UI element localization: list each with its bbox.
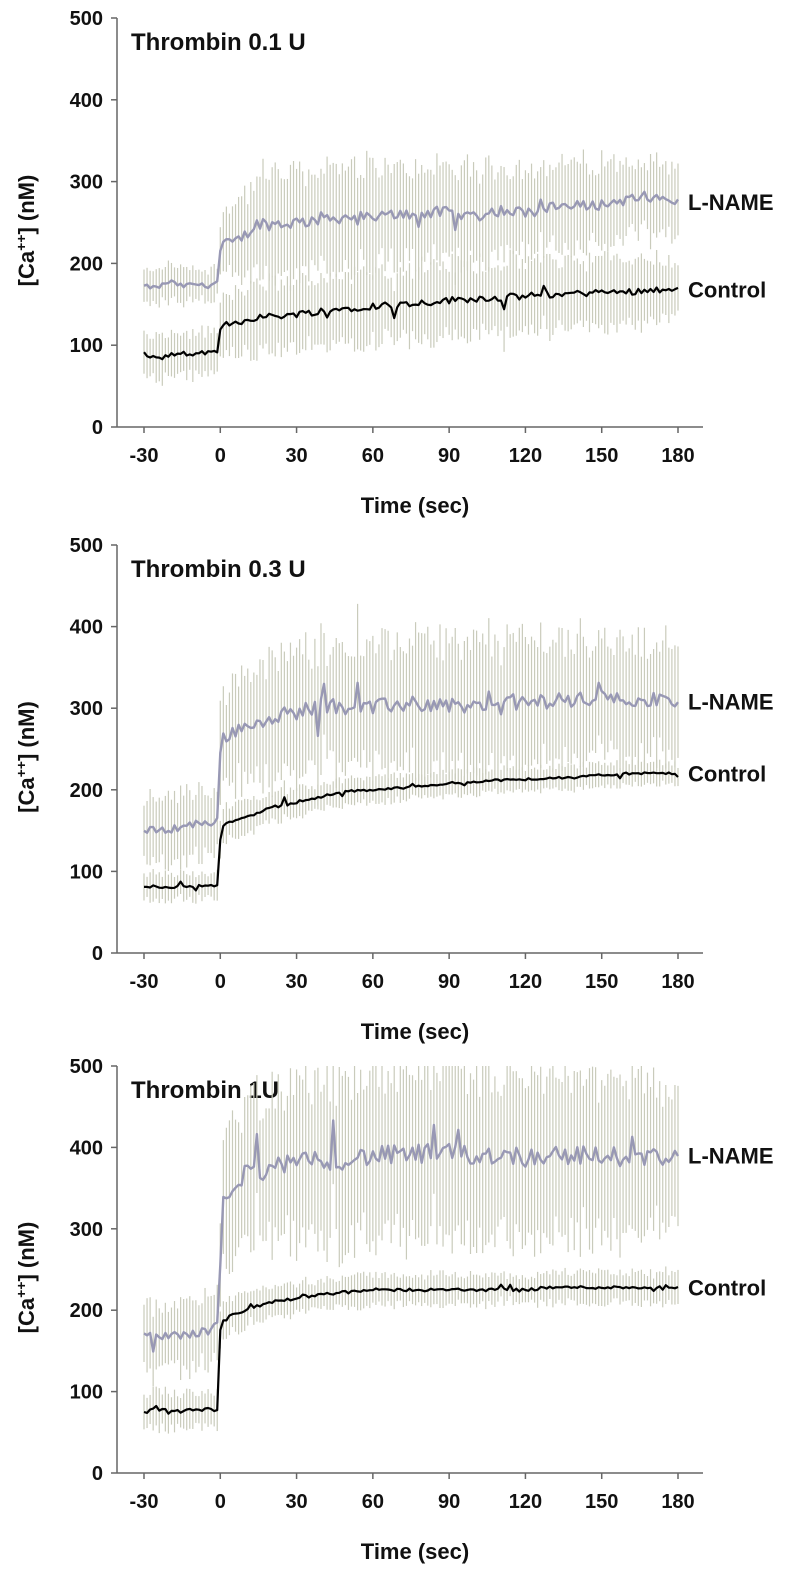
x-tick-label: 30 — [285, 1491, 307, 1513]
y-tick-label: 500 — [70, 535, 103, 557]
x-tick-label: 30 — [285, 445, 307, 467]
error-bars-control — [143, 249, 679, 386]
x-tick-label: 30 — [285, 971, 307, 993]
chart-panel-2: 0 100 200 300 400 500 -30 0 30 60 90 120 150 180 Time … — [13, 535, 774, 1044]
y-tick-label: 400 — [70, 90, 103, 112]
x-tick-label: 90 — [438, 971, 460, 993]
error-bars-control — [143, 759, 679, 904]
x-tick-label: 60 — [362, 971, 384, 993]
y-tick-label: 300 — [70, 698, 103, 720]
x-tick-label: 180 — [661, 971, 694, 993]
x-tick-label: 90 — [438, 445, 460, 467]
y-axis-label: [Ca++] (nM) — [13, 175, 39, 287]
chart-panel-1: 0 100 200 300 400 500 -30 0 30 60 90 120 150 180 Time … — [13, 8, 774, 518]
x-tick-label: 120 — [509, 445, 542, 467]
x-tick-label: 60 — [362, 1491, 384, 1513]
x-tick-label: 60 — [362, 445, 384, 467]
series-label: Control — [688, 761, 766, 786]
chart-panel-3: 0 100 200 300 400 500 -30 0 30 60 90 120 150 180 Time … — [13, 1056, 774, 1564]
x-axis-label: Time (sec) — [361, 1539, 469, 1564]
y-axis-label: [Ca++] (nM) — [13, 701, 39, 813]
x-tick-label: 150 — [585, 445, 618, 467]
x-tick-label: 0 — [215, 1491, 226, 1513]
y-tick-label: 100 — [70, 861, 103, 883]
y-tick-label: 100 — [70, 335, 103, 357]
chart-title: Thrombin 0.3 U — [131, 556, 306, 583]
x-tick-label: -30 — [130, 445, 159, 467]
y-tick-label: 500 — [70, 8, 103, 30]
error-bars-l-name — [143, 1066, 679, 1387]
y-tick-label: 0 — [92, 943, 103, 965]
y-tick-label: 400 — [70, 1137, 103, 1159]
series-label: L-NAME — [688, 1144, 774, 1169]
y-tick-label: 100 — [70, 1382, 103, 1404]
x-tick-label: 120 — [509, 971, 542, 993]
y-tick-label: 0 — [92, 417, 103, 439]
error-bars-control — [143, 1266, 679, 1434]
x-tick-label: 0 — [215, 445, 226, 467]
y-axis-label: [Ca++] (nM) — [13, 1222, 39, 1334]
y-tick-label: 200 — [70, 780, 103, 802]
y-tick-label: 200 — [70, 253, 103, 275]
series-line-control — [143, 1283, 679, 1415]
chart-title: Thrombin 0.1 U — [131, 29, 306, 56]
series-label: L-NAME — [688, 690, 774, 715]
series-line-control — [143, 284, 679, 361]
x-tick-label: 90 — [438, 1491, 460, 1513]
error-bars-l-name — [143, 149, 679, 308]
x-tick-label: -30 — [130, 971, 159, 993]
y-tick-label: 200 — [70, 1300, 103, 1322]
series-label: L-NAME — [688, 190, 774, 215]
series-label: Control — [688, 278, 766, 303]
x-tick-label: 180 — [661, 445, 694, 467]
x-tick-label: 120 — [509, 1491, 542, 1513]
y-tick-label: 400 — [70, 617, 103, 639]
error-bars-l-name — [143, 603, 679, 872]
y-tick-label: 0 — [92, 1463, 103, 1485]
y-tick-label: 300 — [70, 172, 103, 194]
series-line-l-name — [143, 1119, 680, 1353]
x-tick-label: 150 — [585, 1491, 618, 1513]
series-label: Control — [688, 1275, 766, 1300]
x-tick-label: 180 — [661, 1491, 694, 1513]
series-line-l-name — [143, 190, 679, 290]
x-axis-label: Time (sec) — [361, 1019, 469, 1044]
x-tick-label: -30 — [130, 1491, 159, 1513]
series-line-control — [144, 771, 679, 892]
x-axis-label: Time (sec) — [361, 493, 469, 518]
x-tick-label: 150 — [585, 971, 618, 993]
y-tick-label: 300 — [70, 1219, 103, 1241]
x-tick-label: 0 — [215, 971, 226, 993]
y-tick-label: 500 — [70, 1056, 103, 1078]
series-line-l-name — [143, 681, 679, 834]
